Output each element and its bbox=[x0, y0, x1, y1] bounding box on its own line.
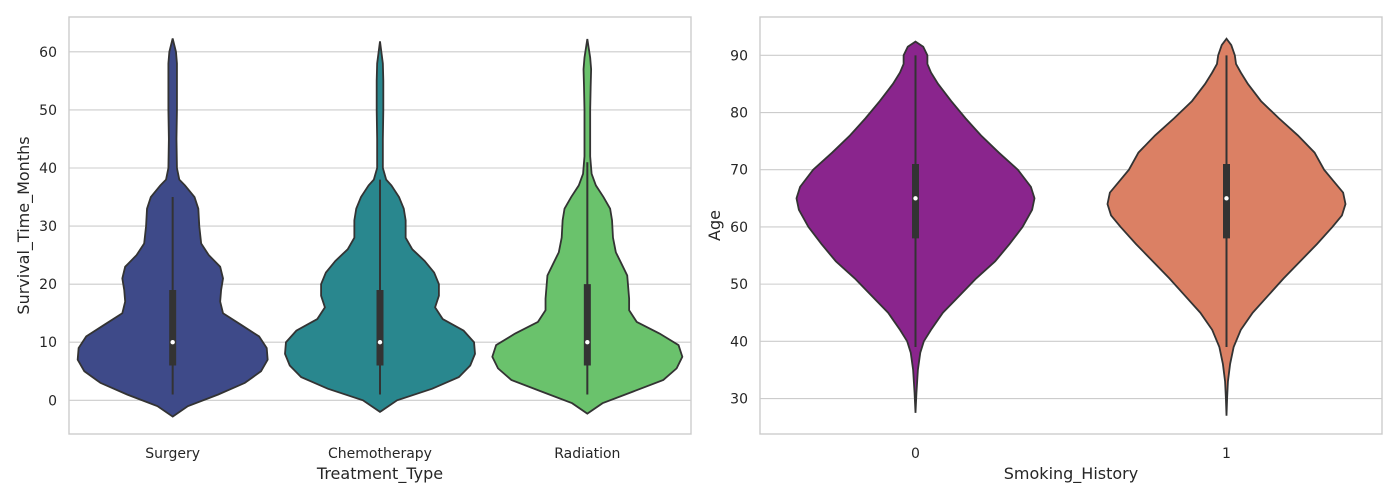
x-axis-label: Treatment_Type bbox=[316, 464, 443, 484]
axes-frame bbox=[759, 16, 1383, 435]
median-marker-chemotherapy bbox=[377, 340, 383, 345]
y-tick-label: 50 bbox=[730, 277, 748, 293]
x-tick-label: Chemotherapy bbox=[328, 446, 432, 462]
y-tick-label: 10 bbox=[39, 335, 57, 351]
x-tick-label: Surgery bbox=[145, 446, 200, 462]
y-axis-label: Age bbox=[705, 210, 724, 241]
y-tick-label: 60 bbox=[730, 220, 748, 236]
y-tick-label: 90 bbox=[730, 48, 748, 64]
y-tick-label: 50 bbox=[39, 103, 57, 119]
y-tick-label: 40 bbox=[39, 161, 57, 177]
y-tick-label: 0 bbox=[48, 393, 57, 409]
x-tick-label: 1 bbox=[1222, 446, 1231, 462]
y-tick-label: 30 bbox=[730, 392, 748, 408]
x-tick-label: 0 bbox=[911, 446, 920, 462]
y-tick-label: 70 bbox=[730, 163, 748, 179]
y-tick-label: 40 bbox=[730, 334, 748, 350]
median-marker-radiation bbox=[585, 340, 590, 345]
median-marker-surgery bbox=[170, 340, 175, 345]
axes-frame bbox=[68, 16, 692, 435]
y-tick-label: 60 bbox=[39, 45, 57, 61]
median-marker-1 bbox=[1224, 196, 1229, 201]
y-axis-label: Survival_Time_Months bbox=[14, 136, 34, 314]
y-tick-label: 30 bbox=[39, 219, 57, 235]
median-marker-0 bbox=[913, 196, 918, 201]
age-by-smoking-panel: 30 40 50 60 70 80 90 0 1 Smoking_History Age bbox=[705, 16, 1383, 484]
x-tick-label: Radiation bbox=[554, 446, 620, 462]
y-tick-label: 80 bbox=[730, 106, 748, 122]
survival-by-treatment-panel: 0 10 20 30 40 50 60 Surgery Chemotherapy Radiatio… bbox=[14, 16, 692, 484]
y-tick-label: 20 bbox=[39, 277, 57, 293]
x-axis-label: Smoking_History bbox=[1004, 464, 1138, 484]
